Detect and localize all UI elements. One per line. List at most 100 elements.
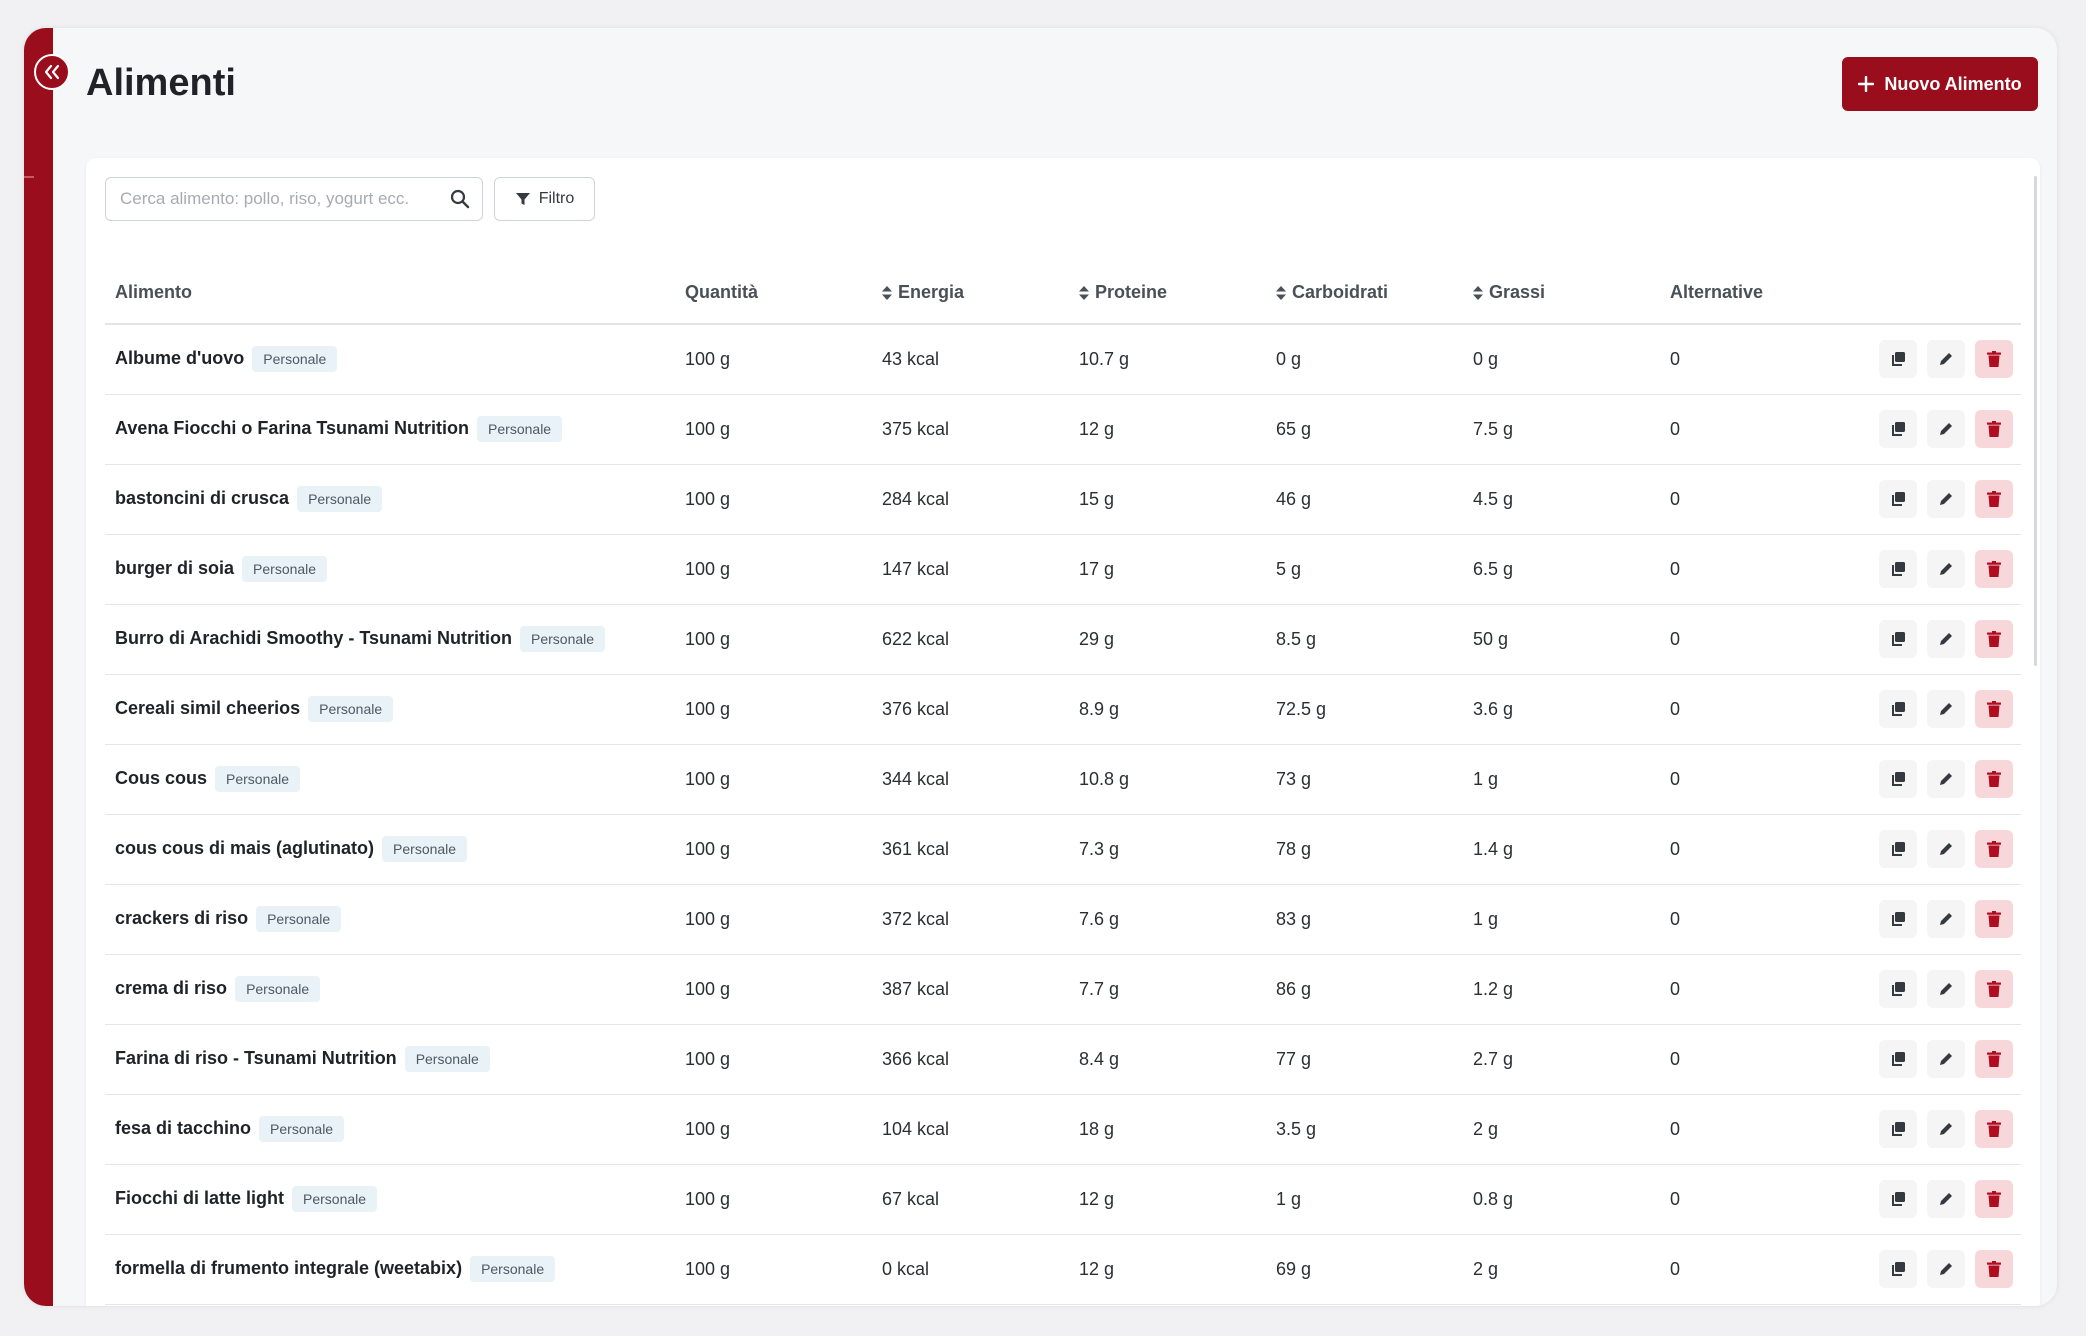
table-row[interactable]: Albume d'uovo Personale 100 g 43 kcal 10.7 g… — [105, 324, 2021, 395]
duplicate-button[interactable] — [1879, 620, 1917, 658]
table-row[interactable]: fesa di tacchino Personale 100 g 104 kcal 18… — [105, 1094, 2021, 1165]
duplicate-button[interactable] — [1879, 480, 1917, 518]
delete-button[interactable] — [1975, 340, 2013, 379]
delete-button[interactable] — [1975, 550, 2013, 588]
search-input[interactable] — [118, 188, 450, 210]
table-row[interactable]: crackers di riso Personale 100 g 372 kcal 7.… — [105, 884, 2021, 955]
food-name[interactable]: Cereali simil cheerios — [115, 697, 301, 718]
food-name[interactable]: bastoncini di crusca — [115, 487, 290, 508]
table-row[interactable]: formella di frumento integrale (weetabix… — [105, 1234, 2021, 1305]
duplicate-button[interactable] — [1879, 830, 1917, 868]
actions-cell — [1857, 464, 2021, 535]
column-header-carboidrati[interactable]: Carboidrati — [1266, 262, 1463, 325]
table-row[interactable]: crema di riso Personale 100 g 387 kcal 7.7 g… — [105, 954, 2021, 1025]
column-header-proteine[interactable]: Proteine — [1069, 262, 1266, 325]
edit-button[interactable] — [1927, 1180, 1965, 1218]
new-food-button[interactable]: Nuovo Alimento — [1842, 57, 2038, 111]
column-header-energia[interactable]: Energia — [872, 262, 1069, 325]
copy-icon — [1892, 842, 1905, 856]
food-name-cell: crema di riso Personale — [105, 954, 675, 1025]
edit-button[interactable] — [1927, 410, 1965, 448]
edit-button[interactable] — [1927, 1250, 1965, 1288]
food-name[interactable]: fesa di tacchino — [115, 1117, 252, 1138]
delete-button[interactable] — [1975, 480, 2013, 518]
protein-cell: 7.7 g — [1069, 954, 1266, 1025]
edit-button[interactable] — [1927, 900, 1965, 938]
edit-button[interactable] — [1927, 830, 1965, 868]
duplicate-button[interactable] — [1879, 550, 1917, 588]
edit-button[interactable] — [1927, 970, 1965, 1008]
duplicate-button[interactable] — [1879, 1110, 1917, 1148]
row-actions — [1867, 620, 2021, 658]
delete-button[interactable] — [1975, 620, 2013, 658]
food-name[interactable]: crackers di riso — [115, 907, 249, 928]
duplicate-button[interactable] — [1879, 690, 1917, 728]
pencil-icon — [1940, 493, 1952, 505]
edit-button[interactable] — [1927, 340, 1965, 379]
carbs-cell: 1 g — [1266, 1164, 1463, 1235]
delete-button[interactable] — [1975, 970, 2013, 1008]
edit-button[interactable] — [1927, 1040, 1965, 1078]
delete-button[interactable] — [1975, 900, 2013, 938]
food-name[interactable]: burger di soia — [115, 557, 235, 578]
delete-button[interactable] — [1975, 690, 2013, 728]
delete-button[interactable] — [1975, 1180, 2013, 1218]
duplicate-button[interactable] — [1879, 1040, 1917, 1078]
carbs-cell: 83 g — [1266, 884, 1463, 955]
duplicate-button[interactable] — [1879, 970, 1917, 1008]
food-name[interactable]: cous cous di mais (aglutinato) — [115, 837, 375, 858]
delete-button[interactable] — [1975, 1110, 2013, 1148]
energy-cell: 387 kcal — [872, 954, 1069, 1025]
duplicate-button[interactable] — [1879, 760, 1917, 798]
fat-cell: 2 g — [1463, 1234, 1660, 1305]
food-name[interactable]: Burro di Arachidi Smoothy - Tsunami Nutr… — [115, 627, 513, 648]
food-name[interactable]: Fiocchi di latte light — [115, 1187, 285, 1208]
fat-cell: 1.4 g — [1463, 814, 1660, 885]
actions-cell — [1857, 1164, 2021, 1235]
trash-icon — [1987, 1121, 2001, 1137]
delete-button[interactable] — [1975, 760, 2013, 798]
duplicate-button[interactable] — [1879, 410, 1917, 448]
edit-button[interactable] — [1927, 1110, 1965, 1148]
table-row[interactable]: cous cous di mais (aglutinato) Personale 1… — [105, 814, 2021, 885]
delete-button[interactable] — [1975, 410, 2013, 448]
column-header-grassi[interactable]: Grassi — [1463, 262, 1660, 325]
food-name[interactable]: Avena Fiocchi o Farina Tsunami Nutrition — [115, 417, 470, 438]
edit-button[interactable] — [1927, 480, 1965, 518]
delete-button[interactable] — [1975, 1250, 2013, 1288]
duplicate-button[interactable] — [1879, 340, 1917, 379]
column-header-label: Energia — [898, 282, 965, 302]
duplicate-button[interactable] — [1879, 900, 1917, 938]
trash-icon — [1987, 1051, 2001, 1067]
filter-button[interactable]: Filtro — [494, 177, 595, 221]
table-row[interactable]: Cous cous Personale 100 g 344 kcal 10.8 g 73 … — [105, 744, 2021, 815]
food-name[interactable]: Cous cous — [115, 767, 208, 788]
actions-cell — [1857, 394, 2021, 465]
delete-button[interactable] — [1975, 1040, 2013, 1078]
table-row[interactable]: Cereali simil cheerios Personale 100 g 376 … — [105, 674, 2021, 745]
table-row[interactable]: Farina di riso - Tsunami Nutrition Person… — [105, 1024, 2021, 1095]
table-row[interactable]: burger di soia Personale 100 g 147 kcal 17 g… — [105, 534, 2021, 605]
sidebar-collapse-button[interactable] — [34, 54, 70, 90]
food-name[interactable]: crema di riso — [115, 977, 228, 998]
alternatives-cell: 0 — [1660, 674, 1857, 745]
edit-button[interactable] — [1927, 550, 1965, 588]
delete-button[interactable] — [1975, 830, 2013, 868]
edit-button[interactable] — [1927, 620, 1965, 658]
table-row[interactable]: Fiocchi di latte light Personale 100 g 67 k… — [105, 1164, 2021, 1235]
search-icon[interactable] — [450, 189, 470, 209]
edit-button[interactable] — [1927, 690, 1965, 728]
new-food-button-label: Nuovo Alimento — [1884, 73, 2022, 94]
table-row[interactable]: Burro di Arachidi Smoothy - Tsunami Nutr… — [105, 604, 2021, 675]
duplicate-button[interactable] — [1879, 1180, 1917, 1218]
table-row[interactable]: Avena Fiocchi o Farina Tsunami Nutrition… — [105, 394, 2021, 465]
food-name[interactable]: Albume d'uovo — [115, 348, 245, 368]
table-row[interactable]: bastoncini di crusca Personale 100 g 284 kc… — [105, 464, 2021, 535]
food-name[interactable]: formella di frumento integrale (weetabix… — [115, 1257, 463, 1278]
copy-icon — [1892, 1122, 1905, 1136]
food-name[interactable]: Farina di riso - Tsunami Nutrition — [115, 1047, 397, 1068]
edit-button[interactable] — [1927, 760, 1965, 798]
copy-icon — [1892, 632, 1905, 646]
scrollbar[interactable] — [2034, 176, 2037, 666]
duplicate-button[interactable] — [1879, 1250, 1917, 1288]
